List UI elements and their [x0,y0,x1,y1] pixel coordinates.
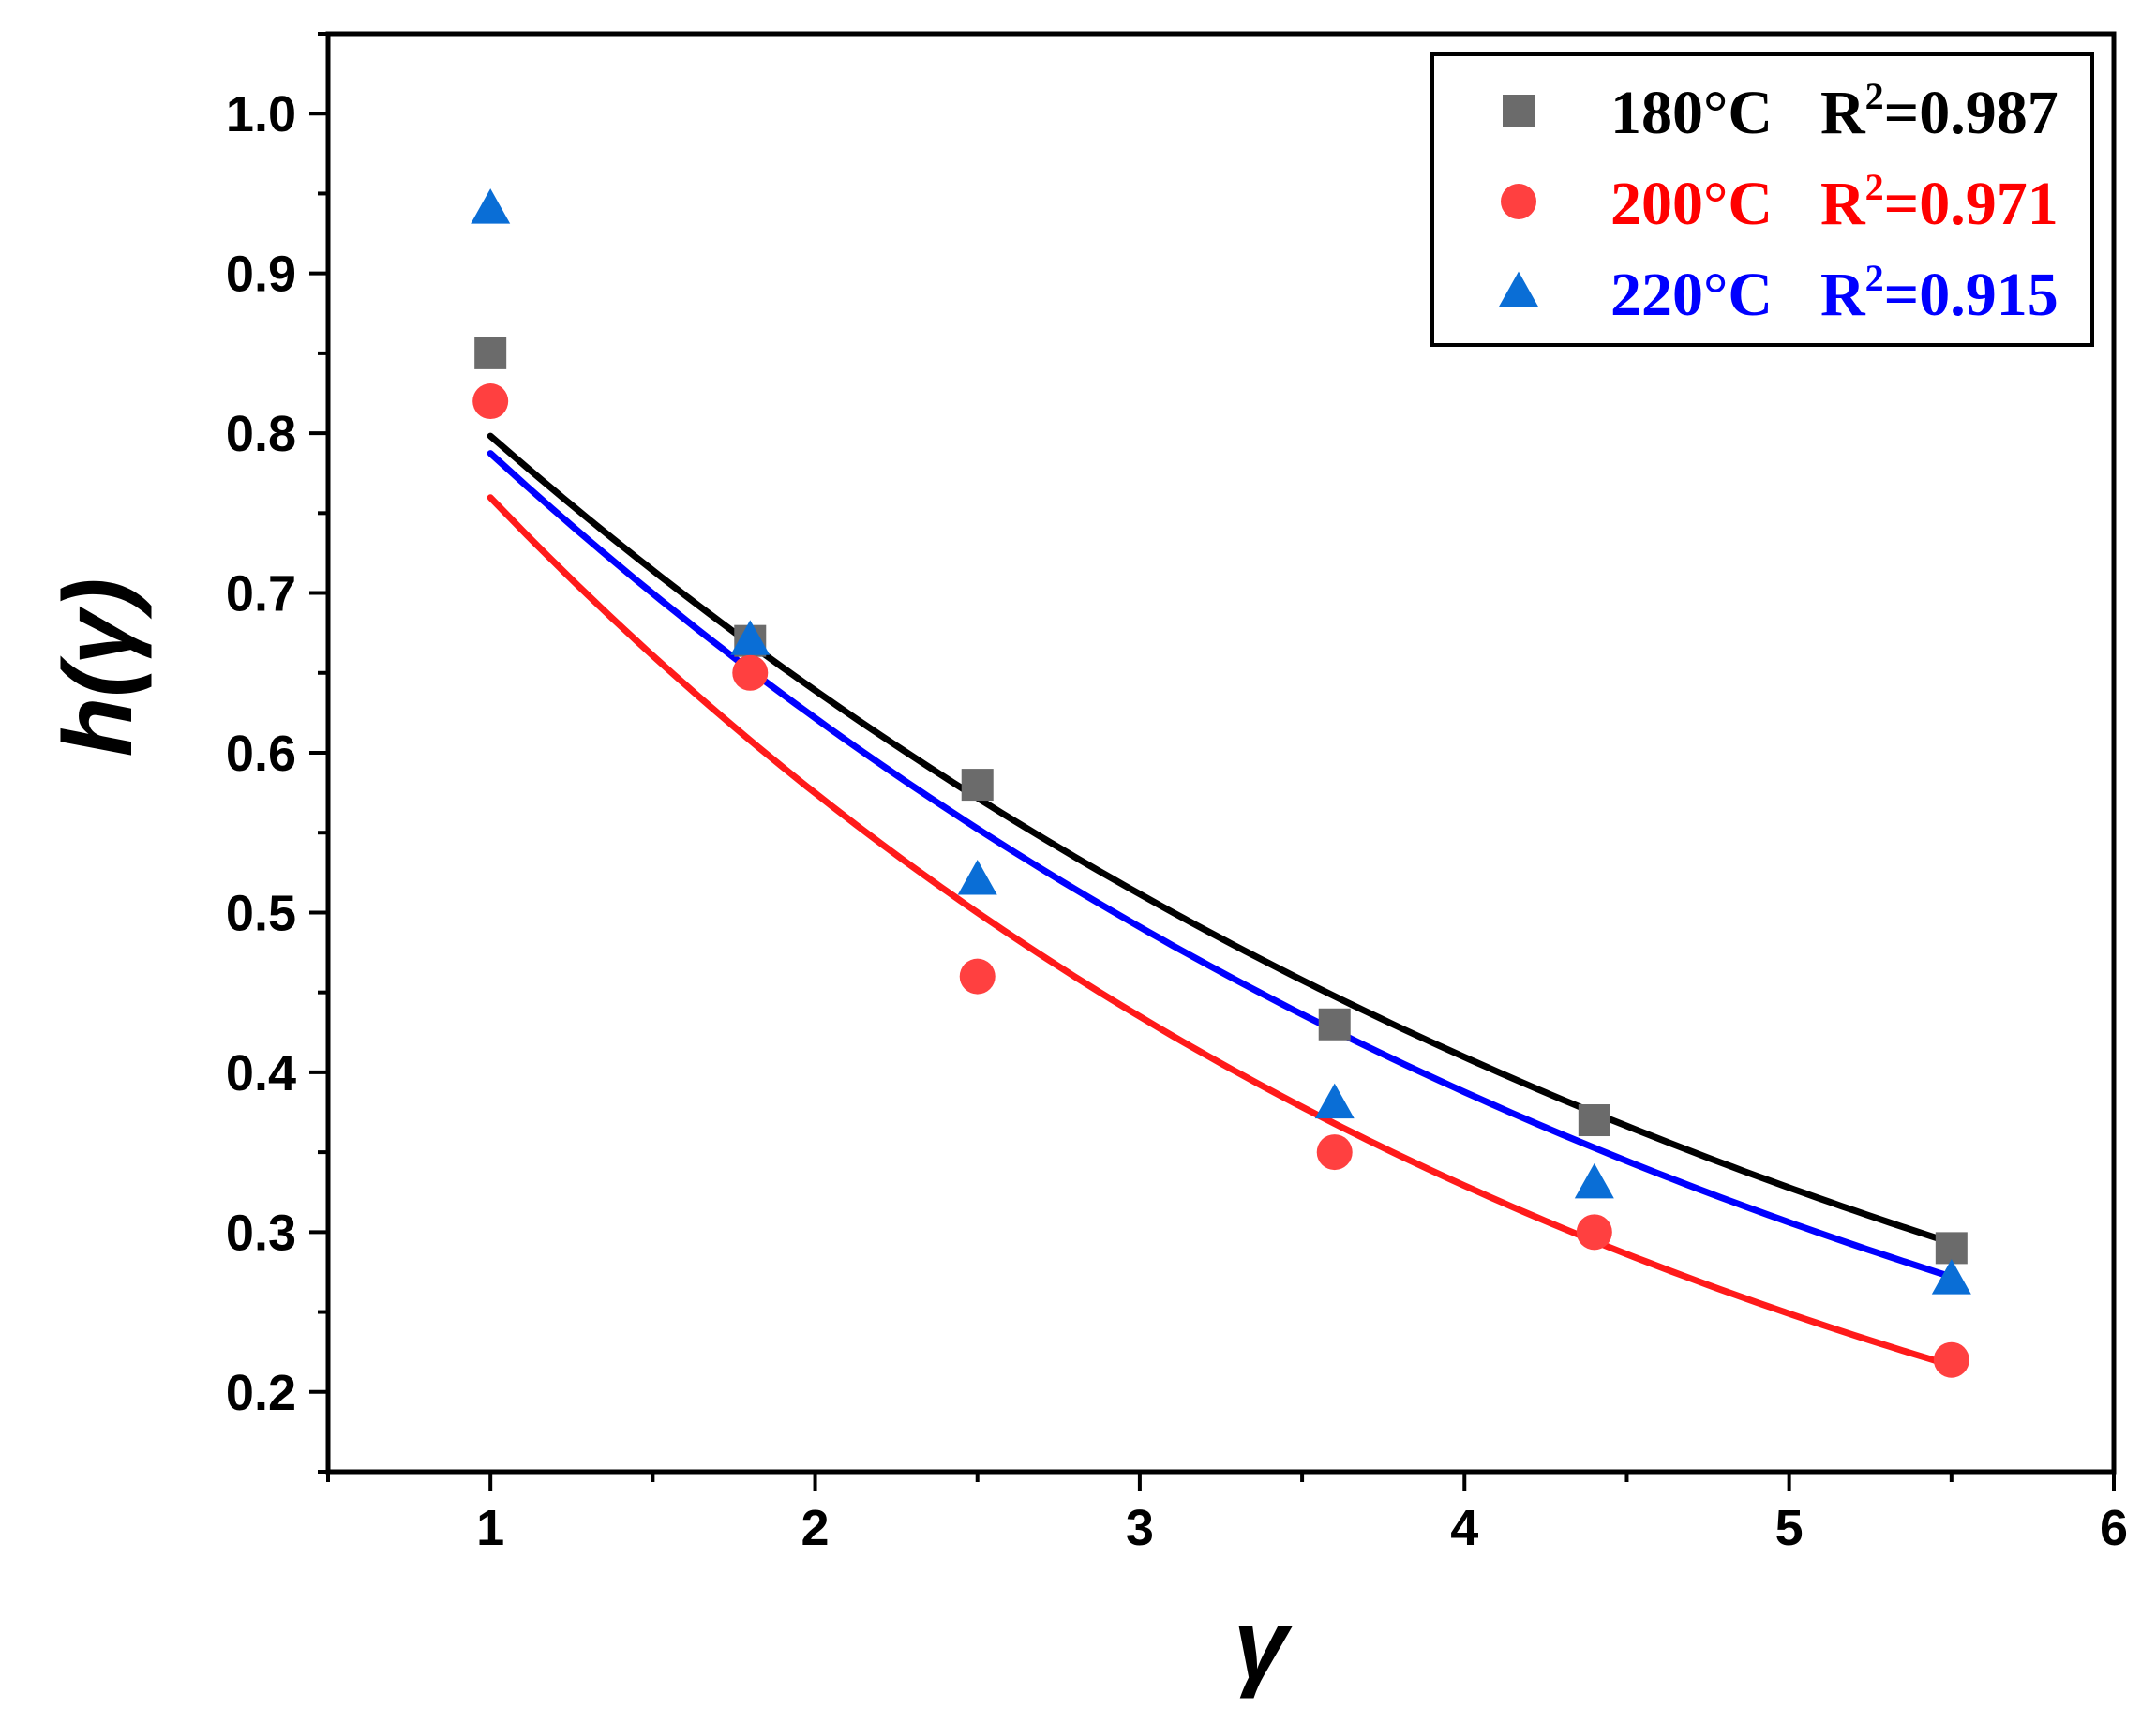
data-point-2-1 [730,620,771,655]
y-tick-label: 0.6 [226,726,296,782]
x-tick-label: 5 [1775,1500,1804,1556]
data-point-2-3 [1314,1083,1355,1119]
legend-r2-prefix: R [1820,79,1866,147]
data-point-2-5 [1931,1259,1971,1295]
y-tick-label: 0.4 [226,1045,296,1101]
legend-label-1: 200°C [1610,170,1773,238]
legend-r2-exp: 2 [1865,166,1884,208]
y-axis-title: h(γ) [44,578,153,757]
legend-r2-exp: 2 [1865,257,1884,299]
y-tick-label: 0.3 [226,1205,296,1261]
fit-line-1 [487,494,1955,1369]
x-tick-label: 1 [476,1500,504,1556]
y-tick-label: 0.7 [226,566,296,622]
axes: 1 2 3 4 5 6 0.2 0.3 0.4 0.5 0.6 0.7 0.8 0.9 1.0 [226,31,2128,1556]
y-tick-label: 1.0 [226,86,296,142]
data-point-0-3 [1318,1008,1351,1041]
data-point-0-2 [961,769,994,802]
legend-box [1430,52,2094,347]
x-tick-label: 6 [2100,1500,2128,1556]
legend-r2-prefix: R [1820,170,1866,238]
data-point-0-0 [474,337,507,369]
x-axis-title: γ [1234,1591,1293,1700]
legend-r2-prefix: R [1820,261,1866,329]
legend-marker-1 [1501,184,1536,219]
legend-r2-exp: 2 [1865,75,1884,117]
legend-marker-2 [1499,271,1538,307]
x-tick-label: 3 [1126,1500,1154,1556]
y-tick-label: 0.9 [226,247,296,303]
data-point-1-4 [1576,1214,1612,1251]
data-point-2-4 [1574,1162,1614,1199]
data-point-1-1 [732,654,769,691]
legend-r2-value: =0.971 [1884,170,2059,238]
data-point-2-2 [957,860,997,895]
x-tick-label: 2 [801,1500,830,1556]
data-point-0-5 [1935,1232,1968,1265]
legend-r2-value: =0.915 [1884,261,2059,329]
data-point-2-0 [471,188,511,224]
y-tick-label: 0.8 [226,406,296,462]
legend-r2-0: R2=0.987 [1820,75,2059,147]
data-point-1-2 [959,958,996,995]
data-markers [471,188,1971,1378]
legend-r2-value: =0.987 [1884,79,2059,147]
x-axis-ticks: 1 2 3 4 5 6 [326,1472,2128,1556]
fit-lines [487,432,1955,1369]
data-point-1-3 [1316,1134,1353,1171]
y-tick-label: 0.5 [226,885,296,941]
x-tick-label: 4 [1450,1500,1478,1556]
fit-line-0 [487,432,1955,1247]
data-point-1-5 [1933,1341,1969,1378]
y-axis-ticks: 0.2 0.3 0.4 0.5 0.6 0.7 0.8 0.9 1.0 [226,32,328,1474]
legend-r2-2: R2=0.915 [1820,257,2059,329]
legend-r2-1: R2=0.971 [1820,166,2059,238]
legend-marker-0 [1503,95,1535,127]
fit-line-2 [487,450,1955,1281]
y-tick-label: 0.2 [226,1365,296,1421]
data-point-1-0 [472,383,509,420]
legend-label-2: 220°C [1610,261,1773,329]
data-point-0-4 [1578,1104,1610,1137]
legend-label-0: 180°C [1610,79,1773,147]
